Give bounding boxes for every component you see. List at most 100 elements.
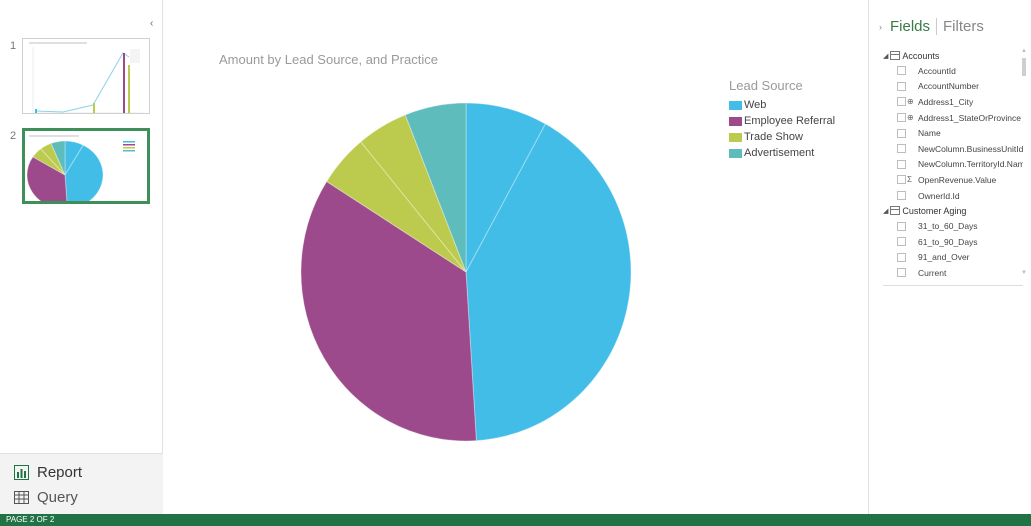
field-checkbox[interactable]: [897, 128, 906, 138]
field-label: 91_and_Over: [918, 252, 970, 263]
pane-tabs: › Fields Filters: [879, 18, 984, 35]
field-label: AccountNumber: [918, 81, 979, 92]
group-label: Accounts: [902, 50, 940, 61]
report-view-button[interactable]: Report: [14, 464, 82, 481]
pie-chart-thumbnail-icon: [26, 135, 135, 201]
legend-item-web[interactable]: Web: [729, 97, 835, 113]
legend-swatch: [729, 148, 742, 158]
field-label: Address1_StateOrProvince: [918, 112, 1021, 123]
thumb-slice-trade-show: [40, 142, 66, 176]
legend-item-trade-show[interactable]: Trade Show: [729, 129, 835, 145]
field-label: NewColumn.BusinessUnitId...: [918, 143, 1023, 154]
tab-filters[interactable]: Filters: [943, 18, 984, 35]
field-checkbox[interactable]: [897, 252, 906, 262]
pie-slice-trade-show[interactable]: [326, 141, 467, 273]
field-row[interactable]: OwnerId.Id: [883, 188, 1023, 204]
field-checkbox[interactable]: [897, 66, 906, 76]
field-checkbox[interactable]: [897, 191, 906, 201]
field-checkbox[interactable]: [897, 221, 906, 231]
globe-icon: ⊕: [907, 113, 914, 123]
field-list: ◢ Accounts AccountId AccountNumber ⊕ Addr…: [883, 48, 1023, 286]
report-canvas[interactable]: Amount by Lead Source, and Practice Lead…: [164, 0, 868, 514]
chart-legend: Lead Source Web Employee Referral Trade …: [729, 78, 835, 161]
legend-label: Trade Show: [744, 131, 803, 143]
legend-swatch: [729, 116, 742, 126]
pie-slice-trade-show[interactable]: [360, 114, 467, 273]
thumb-title-bar: [29, 135, 79, 137]
fields-pane: › Fields Filters ◢ Accounts AccountId Ac…: [868, 0, 1031, 514]
group-label: Customer Aging: [902, 205, 967, 216]
field-label: 61_to_90_Days: [918, 236, 978, 247]
legend-swatch: [729, 132, 742, 142]
thumb-legend-mark: [123, 147, 135, 149]
field-row[interactable]: 61_to_90_Days: [883, 234, 1023, 250]
scroll-down-icon[interactable]: ▼: [1021, 270, 1027, 276]
field-checkbox[interactable]: [897, 97, 906, 107]
page-number-1: 1: [10, 40, 17, 52]
field-checkbox[interactable]: [897, 81, 906, 91]
field-row[interactable]: NewColumn.BusinessUnitId...: [883, 141, 1023, 157]
sigma-icon: Σ: [907, 175, 912, 185]
field-group-accounts[interactable]: ◢ Accounts: [883, 48, 1023, 63]
field-row[interactable]: AccountId: [883, 63, 1023, 79]
thumb-slice-trade-show: [32, 148, 66, 176]
field-checkbox[interactable]: [897, 144, 906, 154]
pie-slice-advertisement[interactable]: [404, 102, 467, 273]
field-row[interactable]: 91_and_Over: [883, 250, 1023, 266]
field-label: AccountId: [918, 65, 956, 76]
pie-slice-web[interactable]: [465, 102, 547, 273]
field-row[interactable]: Σ OpenRevenue.Value: [883, 172, 1023, 188]
field-checkbox[interactable]: [897, 268, 906, 278]
page-navigator: ‹ 1 2 Report: [0, 0, 163, 514]
scroll-up-icon[interactable]: ▲: [1021, 48, 1027, 54]
field-row[interactable]: NewColumn.TerritoryId.Name: [883, 157, 1023, 173]
field-checkbox[interactable]: [897, 113, 906, 123]
legend-title: Lead Source: [729, 78, 803, 93]
pie-chart[interactable]: [164, 0, 868, 514]
field-checkbox[interactable]: [897, 237, 906, 247]
thumb-legend-mark: [123, 141, 135, 143]
expand-pane-icon[interactable]: ›: [879, 21, 882, 32]
field-row[interactable]: Current: [883, 265, 1023, 281]
legend-label: Employee Referral: [744, 115, 836, 127]
table-icon: [890, 206, 901, 216]
field-label: Current: [918, 267, 947, 278]
field-row[interactable]: 31_to_60_Days: [883, 218, 1023, 234]
pie-slice-web[interactable]: [465, 123, 632, 442]
tab-fields[interactable]: Fields: [890, 18, 938, 35]
collapse-triangle-icon[interactable]: ◢: [883, 207, 889, 215]
field-label: Name: [918, 128, 941, 139]
field-checkbox[interactable]: [897, 159, 906, 169]
page-thumbnail-2[interactable]: [22, 128, 150, 204]
field-checkbox[interactable]: [897, 175, 906, 185]
bar-chart-icon: [14, 465, 29, 480]
table-icon: [890, 51, 901, 60]
legend-label: Advertisement: [744, 147, 815, 159]
status-bar: PAGE 2 OF 2: [0, 514, 1031, 526]
globe-icon: ⊕: [907, 97, 914, 107]
view-switcher: Report Query: [0, 453, 163, 514]
legend-label: Web: [744, 99, 767, 111]
table-grid-icon: [14, 490, 29, 505]
query-view-button[interactable]: Query: [14, 489, 78, 506]
field-row[interactable]: AccountNumber: [883, 79, 1023, 95]
field-label: OwnerId.Id: [918, 190, 960, 201]
field-row[interactable]: ⊕ Address1_StateOrProvince: [883, 110, 1023, 126]
page-thumbnail-1[interactable]: [22, 38, 150, 114]
line-chart-thumbnail-icon: [29, 42, 143, 113]
legend-item-employee-referral[interactable]: Employee Referral: [729, 113, 835, 129]
field-row[interactable]: ⊕ Address1_City: [883, 94, 1023, 110]
legend-item-advertisement[interactable]: Advertisement: [729, 145, 835, 161]
field-row[interactable]: Name: [883, 125, 1023, 141]
scroll-thumb[interactable]: [1022, 58, 1026, 76]
report-view-label: Report: [37, 464, 83, 481]
page-indicator: PAGE 2 OF 2: [6, 515, 55, 524]
field-label: 31_to_60_Days: [918, 221, 978, 232]
field-list-scrollbar[interactable]: ▲ ▼: [1021, 48, 1027, 280]
collapse-triangle-icon[interactable]: ◢: [883, 52, 889, 60]
thumb-legend-mark: [123, 150, 135, 152]
pie-slice-employee-referral[interactable]: [300, 180, 477, 442]
collapse-navigator-icon[interactable]: ‹: [150, 18, 154, 29]
field-group-customer-aging[interactable]: ◢ Customer Aging: [883, 203, 1023, 218]
